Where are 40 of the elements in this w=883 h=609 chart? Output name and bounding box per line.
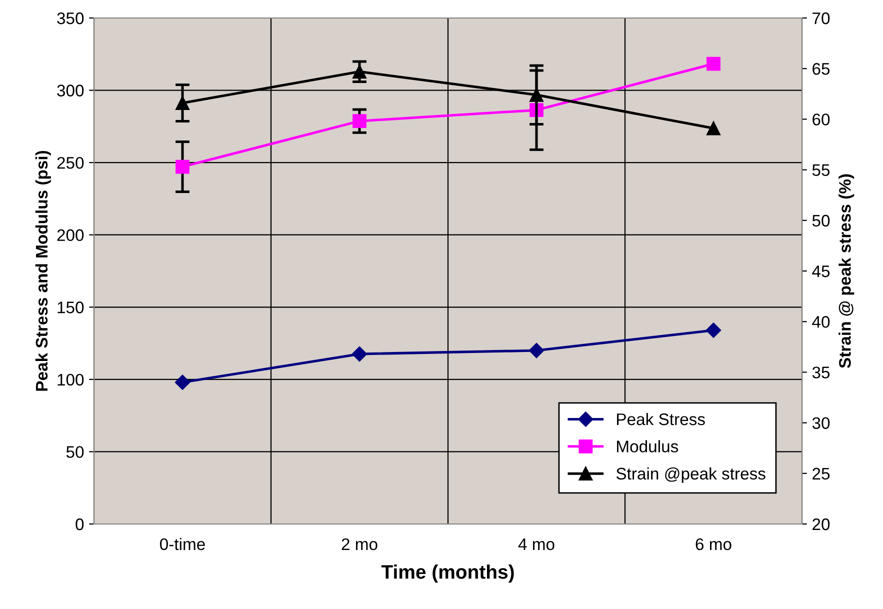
y-tick-label: 100 xyxy=(58,374,84,386)
y-tick-label: 0 xyxy=(76,518,84,530)
x-tick-label: 0-time xyxy=(160,538,205,550)
legend-label: Modulus xyxy=(617,440,678,452)
x-tick-label: 6 mo xyxy=(696,538,732,550)
y-tick-label: 200 xyxy=(57,229,84,242)
point xyxy=(174,374,190,390)
y2-tick-label: 65 xyxy=(812,63,830,75)
legend-label: Strain @peak stress xyxy=(616,467,766,483)
y2-tick-label: 70 xyxy=(812,12,830,24)
y-tick-label: 250 xyxy=(57,156,84,169)
point xyxy=(528,342,544,358)
point xyxy=(352,114,366,128)
point xyxy=(176,160,190,174)
y2-tick-label: 20 xyxy=(812,518,830,530)
x-tick-label: 4 mo xyxy=(518,538,554,550)
y-tick-label: 50 xyxy=(66,446,84,458)
y-tick-label: 350 xyxy=(57,12,84,24)
point xyxy=(352,64,366,79)
y-axis-title: Peak Stress and Modulus (psi) xyxy=(35,150,51,391)
point xyxy=(706,56,720,71)
y2-tick-label: 45 xyxy=(812,266,830,278)
y2-tick-label: 50 xyxy=(812,214,830,227)
point xyxy=(706,121,720,136)
x-axis-title: Time (months) xyxy=(381,564,514,583)
point xyxy=(530,88,544,102)
y-tick-label: 150 xyxy=(58,302,84,314)
y2-tick-label: 25 xyxy=(812,468,830,480)
y2-tick-label: 30 xyxy=(812,417,830,430)
y-tick-label: 300 xyxy=(57,84,84,96)
point xyxy=(706,322,722,338)
point xyxy=(176,96,190,110)
y2-axis-title: Strain @ peak stress (%) xyxy=(838,174,854,368)
y2-tick-label: 60 xyxy=(812,114,830,126)
y2-tick-label: 40 xyxy=(812,316,830,328)
legend-label: Peak Stress xyxy=(617,412,705,426)
point xyxy=(352,346,368,362)
y2-tick-label: 35 xyxy=(812,366,830,378)
y2-tick-label: 55 xyxy=(812,164,830,176)
x-tick-label: 2 mo xyxy=(342,538,378,550)
